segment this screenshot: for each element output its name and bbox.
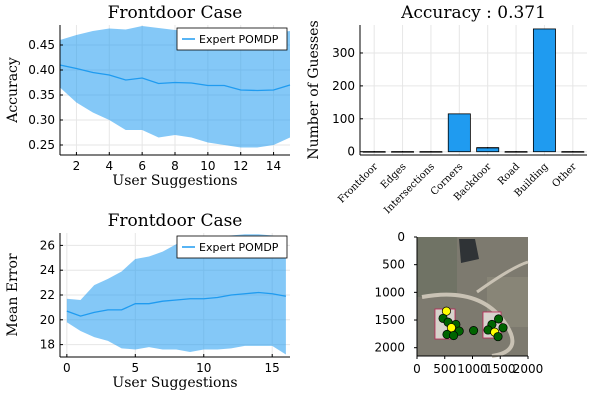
chart-bar: 0100200300FrontdoorEdgesIntersectionsCor… xyxy=(306,3,587,216)
series-line xyxy=(66,291,287,317)
legend-label: Expert POMDP xyxy=(199,33,279,46)
y-tick-label: 18 xyxy=(40,338,55,352)
x-tick-label: 15 xyxy=(265,361,280,375)
x-tick-label: Road xyxy=(496,161,523,188)
y-tick-label: 24 xyxy=(40,263,55,277)
x-axis-label: User Suggestions xyxy=(112,173,237,189)
y-tick-label: 0.25 xyxy=(28,138,55,152)
x-tick-label: 2000 xyxy=(513,362,544,376)
y-tick-label: 100 xyxy=(332,112,355,126)
y-tick-label: 300 xyxy=(332,46,355,60)
y-tick-label: 1000 xyxy=(374,285,405,299)
terrain-patch xyxy=(417,237,457,297)
confidence-band xyxy=(60,26,290,148)
y-tick-label: 1500 xyxy=(374,313,405,327)
x-tick-label: 12 xyxy=(233,159,248,173)
confidence-band xyxy=(66,234,286,355)
bar-corners xyxy=(447,113,471,153)
y-tick-label: 0.45 xyxy=(28,38,55,52)
legend-box xyxy=(176,27,288,51)
y-axis-label: Mean Error xyxy=(5,253,21,336)
y-tick-label: 0 xyxy=(347,145,355,159)
series-line xyxy=(59,64,291,92)
x-tick-label: 500 xyxy=(433,362,456,376)
y-tick-label: 22 xyxy=(40,288,55,302)
x-tick-label: Frontdoor xyxy=(336,161,380,205)
scatter-point xyxy=(449,330,459,341)
bar-building xyxy=(532,28,556,153)
legend-box xyxy=(176,235,288,259)
y-tick-label: 0.40 xyxy=(28,63,55,77)
x-tick-label: 5 xyxy=(131,361,139,375)
legend: Expert POMDP xyxy=(176,235,288,259)
x-tick-label: 10 xyxy=(200,159,215,173)
x-tick-label: 0 xyxy=(413,362,421,376)
chart-title: Accuracy : 0.371 xyxy=(400,3,546,23)
x-tick-label: 2 xyxy=(73,159,81,173)
scatter-point xyxy=(494,314,504,324)
x-tick-label: 1500 xyxy=(485,362,516,376)
x-tick-label: Intersections xyxy=(382,161,437,216)
parking-lot xyxy=(459,239,479,263)
y-tick-label: 20 xyxy=(40,313,55,327)
y-axis-label: Number of Guesses xyxy=(306,20,322,159)
x-tick-label: 8 xyxy=(171,159,179,173)
scatter-point xyxy=(498,323,508,333)
chart-title: Frontdoor Case xyxy=(108,211,243,231)
x-tick-label: 0 xyxy=(63,361,71,375)
y-tick-label: 26 xyxy=(40,238,55,252)
chart-title: Frontdoor Case xyxy=(108,3,243,23)
legend-label: Expert POMDP xyxy=(199,241,279,254)
x-tick-label: 6 xyxy=(138,159,146,173)
y-tick-label: 0.35 xyxy=(28,88,55,102)
y-tick-label: 500 xyxy=(382,258,405,272)
scatter-point xyxy=(493,332,503,342)
scatter-point xyxy=(469,325,479,336)
y-tick-label: 0 xyxy=(397,230,405,244)
x-tick-label: 4 xyxy=(105,159,113,173)
chart-acc: 2 4 6 8 10 12 14 0.25 0.30 0.35 0.40 0.45 Frontdoor … xyxy=(5,3,291,189)
x-tick-label: 14 xyxy=(266,159,281,173)
chart-err: 0 5 10 15 18 20 22 24 26 Frontdoor Case User Sugge… xyxy=(5,211,290,391)
y-tick-label: 200 xyxy=(332,79,355,93)
x-axis-label: User Suggestions xyxy=(112,375,237,391)
y-axis-label: Accuracy xyxy=(5,57,21,124)
y-tick-label: 0.30 xyxy=(28,113,55,127)
y-tick-label: 2000 xyxy=(374,341,405,355)
x-tick-label: 1000 xyxy=(457,362,488,376)
x-tick-label: 10 xyxy=(196,361,211,375)
x-tick-label: Other xyxy=(550,161,579,190)
aerial-image xyxy=(417,237,529,358)
legend: Expert POMDP xyxy=(176,27,288,51)
road xyxy=(476,260,529,294)
